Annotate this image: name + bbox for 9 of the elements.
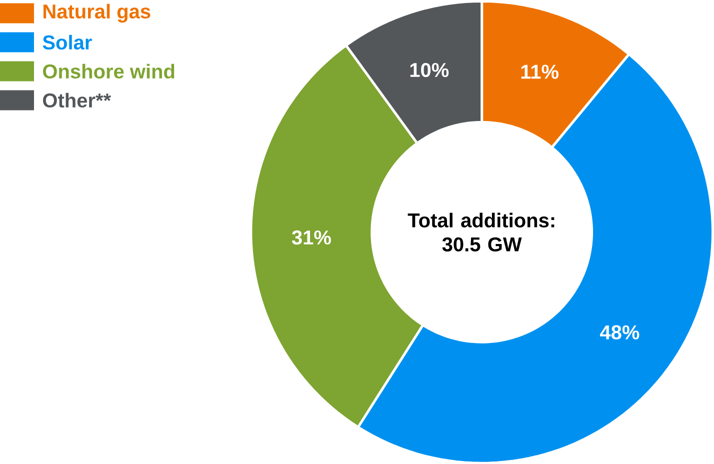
legend-label: Onshore wind xyxy=(43,64,174,78)
data-label: 10% xyxy=(410,62,449,77)
text: Total additions: 30.5 GW xyxy=(408,212,554,252)
data-label: 31% xyxy=(292,230,331,244)
data-label: 11% xyxy=(521,64,558,79)
legend-label: Solar xyxy=(42,34,92,50)
data-label: 48% xyxy=(600,325,640,340)
legend-label: Natural gas xyxy=(44,4,150,22)
legend-label: Other** xyxy=(43,92,112,108)
